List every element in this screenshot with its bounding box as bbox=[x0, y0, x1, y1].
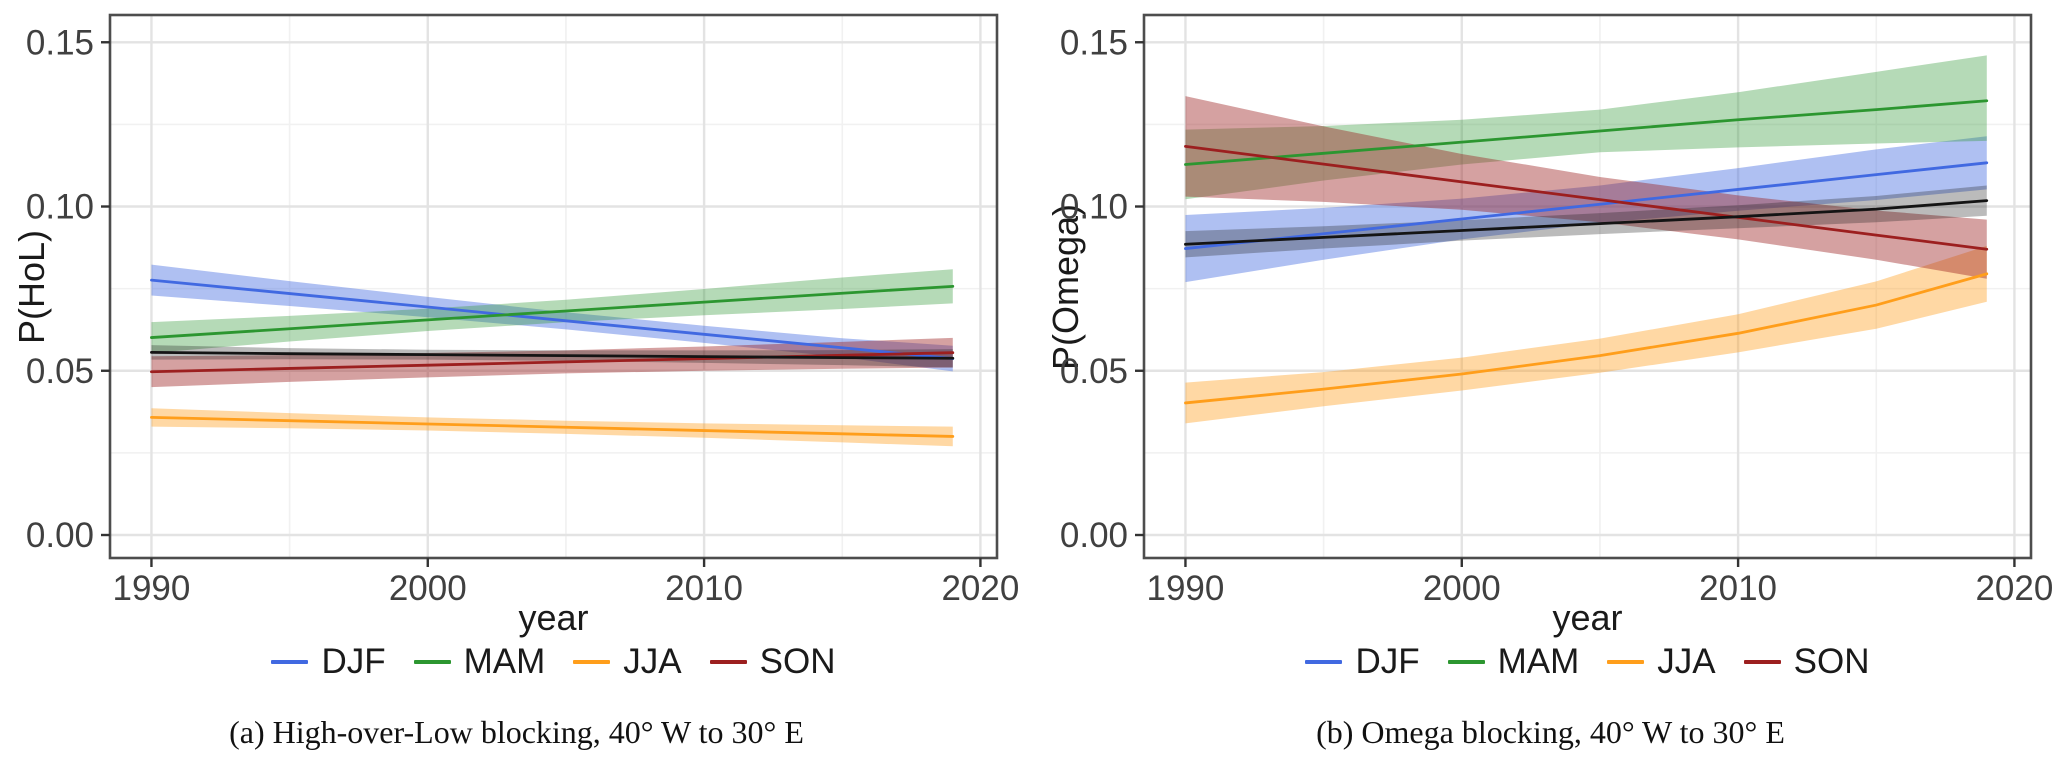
line-mam bbox=[1184, 99, 1989, 166]
panel-b: P(Omega) 1990 2000 2010 2020 0.00 0.05 0.10 0.1… bbox=[1034, 0, 2067, 774]
panel-border bbox=[108, 13, 999, 560]
legend-label-jja: JJA bbox=[1657, 642, 1716, 681]
line-jja bbox=[150, 416, 955, 438]
x-tick-label: 2010 bbox=[1699, 569, 1777, 608]
band-overall bbox=[1185, 185, 1987, 258]
x-tick-label: 2000 bbox=[389, 569, 467, 608]
legend-item-son: SON bbox=[1743, 642, 1870, 682]
panel-border bbox=[1142, 13, 2033, 560]
band-mam bbox=[1185, 55, 1987, 200]
y-tick-label: 0.15 bbox=[26, 23, 94, 62]
caption-a: (a) High-over-Low blocking, 40° W to 30°… bbox=[229, 714, 804, 750]
band-djf bbox=[1185, 136, 1987, 283]
legend-line-swatch-djf bbox=[271, 660, 309, 664]
legend-b: DJF MAM JJA SON bbox=[1144, 640, 2031, 684]
legend-item-son: SON bbox=[709, 642, 836, 682]
x-tick-label: 1990 bbox=[1147, 569, 1225, 608]
x-tick-label: 2020 bbox=[941, 569, 1019, 608]
line-son bbox=[150, 351, 955, 374]
legend-label-mam: MAM bbox=[463, 642, 546, 681]
legend-line-swatch-mam bbox=[1447, 660, 1485, 664]
line-jja bbox=[1184, 272, 1989, 405]
legend-line-swatch-djf bbox=[1305, 660, 1343, 664]
line-son bbox=[1184, 144, 1989, 251]
line-overall bbox=[1184, 199, 1989, 246]
panel-a: P(HoL) 1990 2000 2010 2020 0.00 0.05 0.10 0.15 … bbox=[0, 0, 1033, 774]
x-tick-label: 2010 bbox=[665, 569, 743, 608]
legend-line-swatch-son bbox=[1743, 660, 1781, 664]
x-axis-title-a: year bbox=[518, 597, 589, 638]
y-tick-label: 0.15 bbox=[1060, 23, 1128, 62]
band-djf bbox=[151, 264, 953, 372]
y-tick-label: 0.05 bbox=[26, 352, 94, 391]
legend-item-jja: JJA bbox=[573, 642, 682, 682]
legend-a: DJF MAM JJA SON bbox=[110, 640, 997, 684]
y-tick-label: 0.10 bbox=[26, 188, 94, 227]
legend-label-djf: DJF bbox=[1355, 642, 1420, 681]
x-tick-label: 2020 bbox=[1975, 569, 2053, 608]
legend-label-son: SON bbox=[759, 642, 836, 681]
x-tick-label: 1990 bbox=[113, 569, 191, 608]
y-tick-label: 0.00 bbox=[1060, 516, 1128, 555]
legend-line-swatch-son bbox=[709, 660, 747, 664]
legend-item-jja: JJA bbox=[1607, 642, 1716, 682]
legend-item-mam: MAM bbox=[413, 642, 546, 682]
y-tick-label: 0.05 bbox=[1060, 352, 1128, 391]
chart-a: 1990 2000 2010 2020 0.00 0.05 0.10 0.15 bbox=[26, 13, 1019, 608]
x-axis-title-b: year bbox=[1552, 597, 1623, 638]
chart-b: 1990 2000 2010 2020 0.00 0.05 0.10 0.15 bbox=[1060, 13, 2053, 608]
y-tick-label: 0.00 bbox=[26, 516, 94, 555]
band-son bbox=[1185, 96, 1987, 279]
legend-label-mam: MAM bbox=[1497, 642, 1580, 681]
line-djf bbox=[150, 278, 955, 361]
legend-line-swatch-mam bbox=[413, 660, 451, 664]
line-djf bbox=[1184, 161, 1989, 250]
legend-line-swatch-jja bbox=[1607, 660, 1645, 664]
x-tick-label: 2000 bbox=[1423, 569, 1501, 608]
legend-label-son: SON bbox=[1793, 642, 1870, 681]
y-tick-label: 0.10 bbox=[1060, 188, 1128, 227]
band-jja bbox=[1185, 245, 1987, 424]
legend-item-djf: DJF bbox=[271, 642, 386, 682]
legend-item-djf: DJF bbox=[1305, 642, 1420, 682]
legend-label-djf: DJF bbox=[321, 642, 386, 681]
line-mam bbox=[150, 284, 955, 339]
caption-b: (b) Omega blocking, 40° W to 30° E bbox=[1316, 714, 1785, 750]
legend-line-swatch-jja bbox=[573, 660, 611, 664]
legend-label-jja: JJA bbox=[623, 642, 682, 681]
legend-item-mam: MAM bbox=[1447, 642, 1580, 682]
line-overall bbox=[150, 350, 955, 360]
